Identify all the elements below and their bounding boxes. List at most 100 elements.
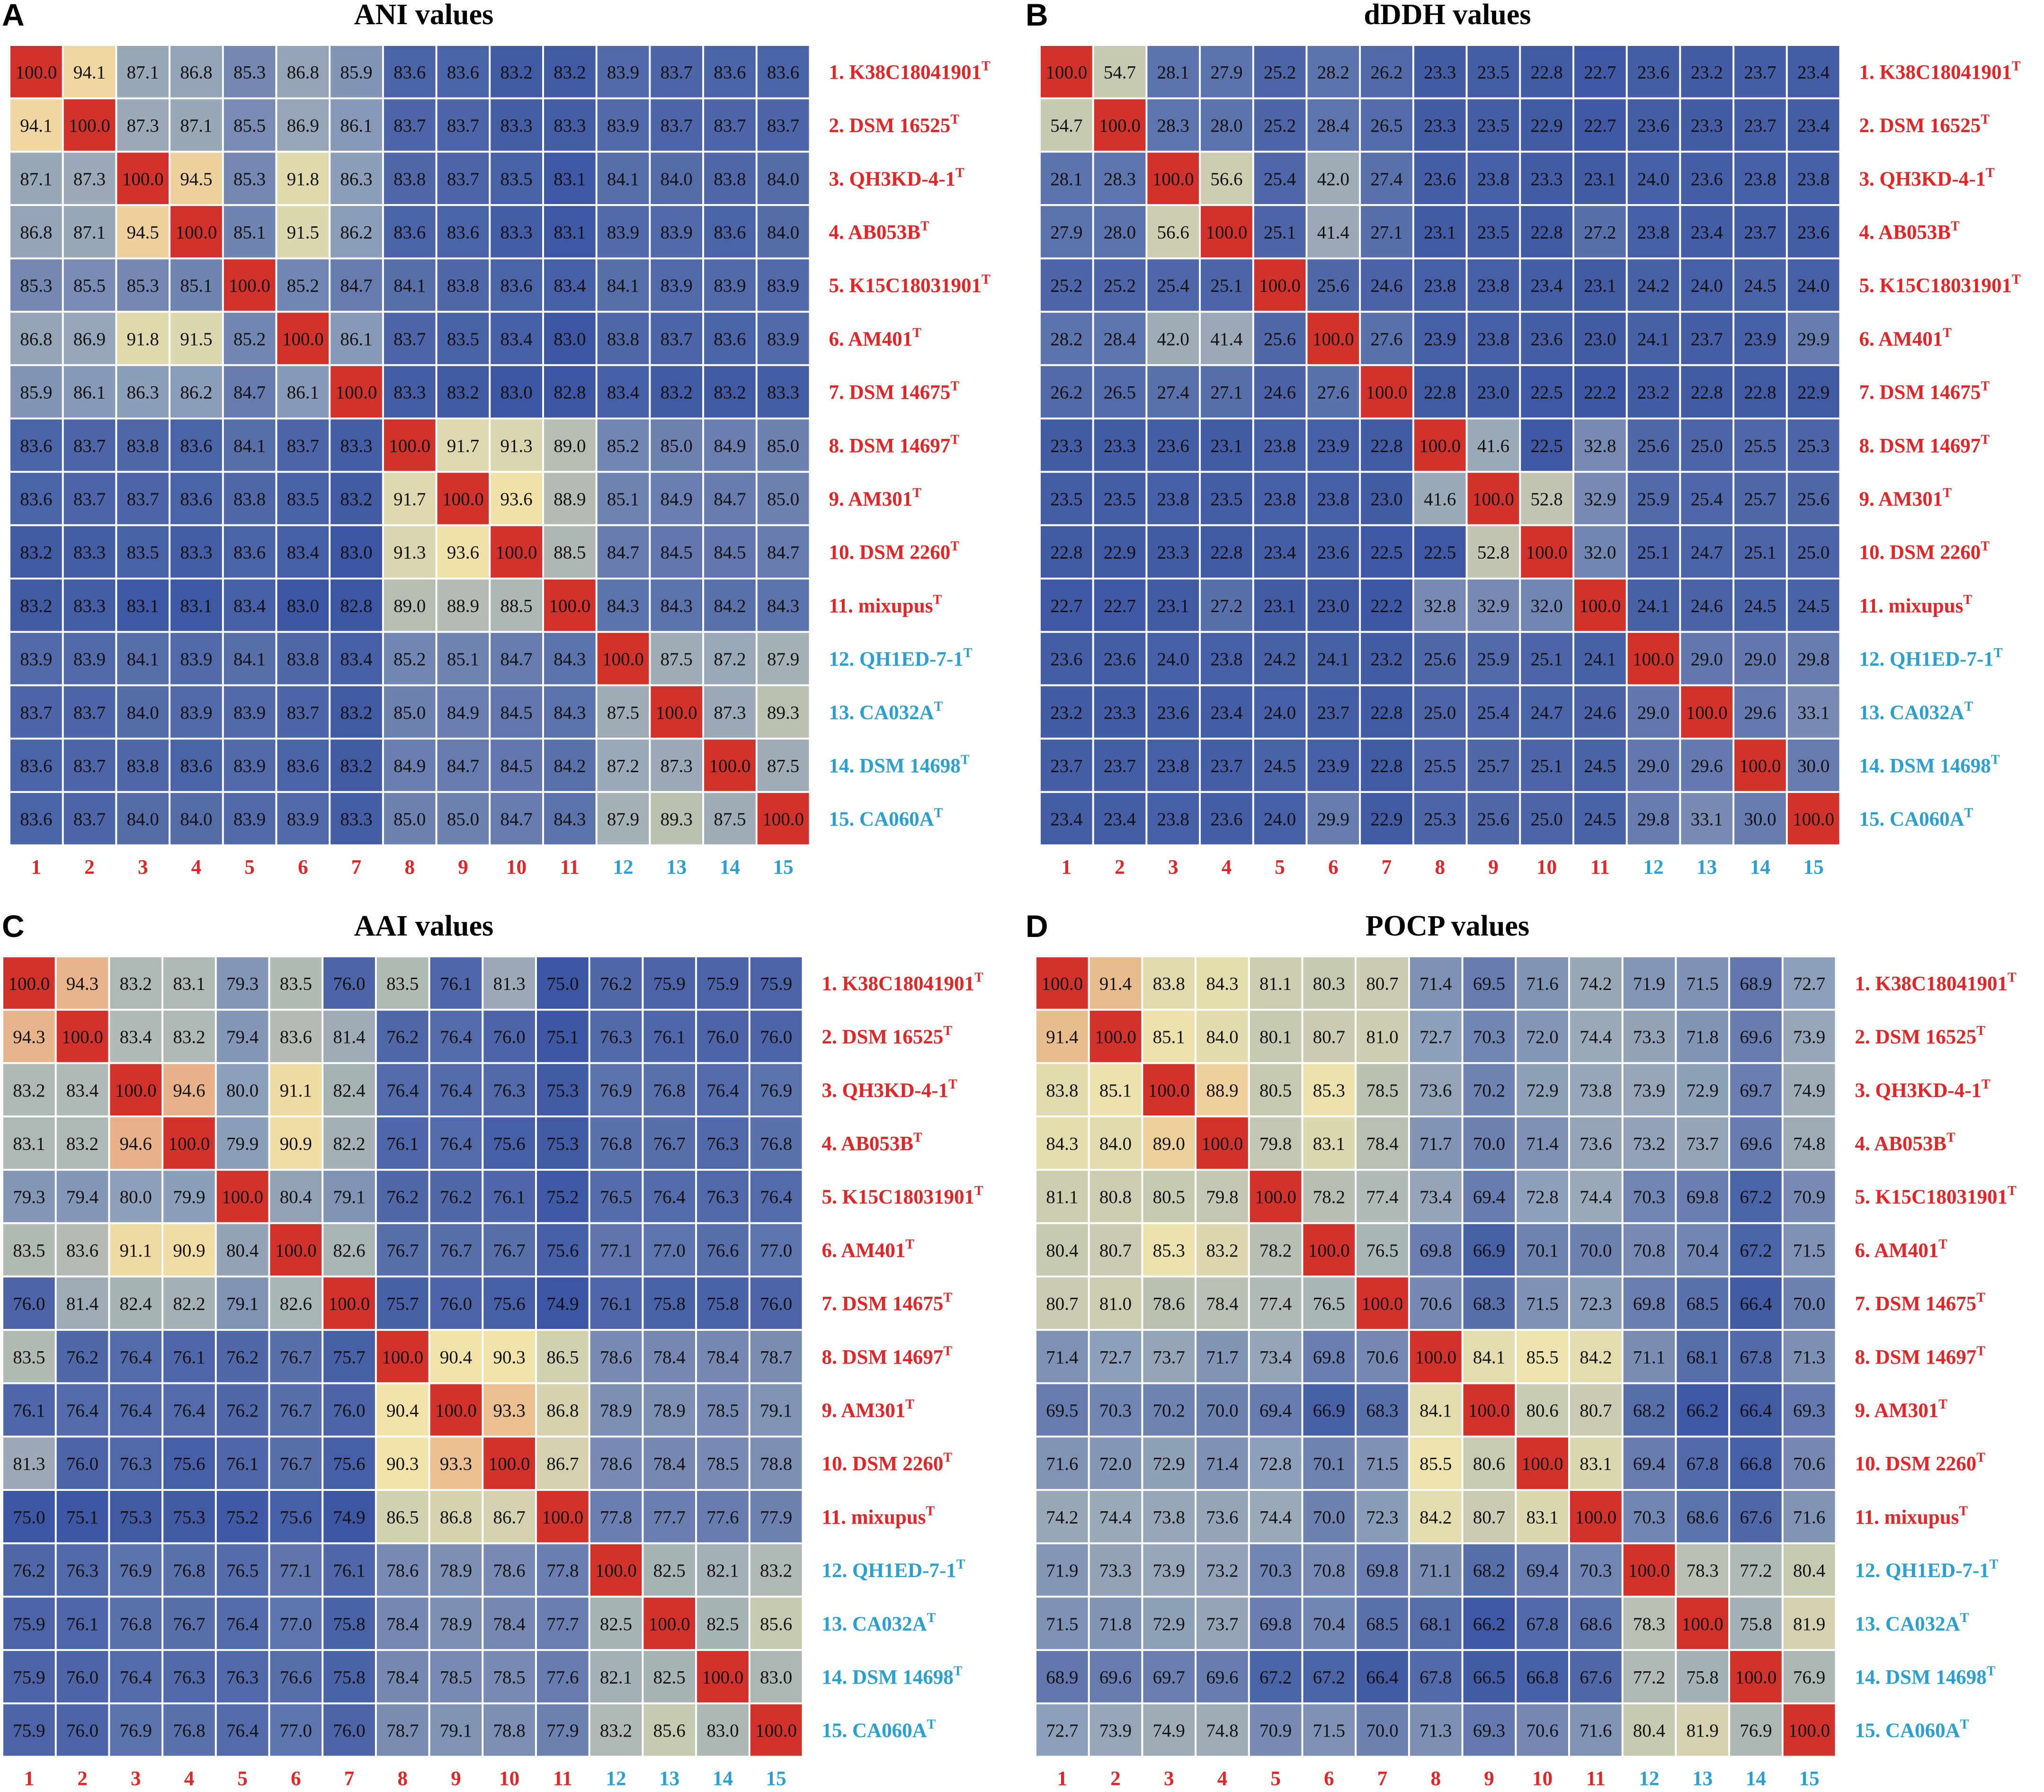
- cell-value-label: 80.7: [1473, 1507, 1505, 1527]
- heatmap-cell: [1463, 1437, 1515, 1489]
- heatmap-cell: [430, 1117, 482, 1169]
- heatmap-cell: [491, 99, 542, 151]
- cell-value-label: 28.3: [1157, 116, 1189, 136]
- cell-value-label: 23.1: [1264, 596, 1296, 616]
- cell-value-label: 76.2: [440, 1187, 472, 1207]
- row-label: 12. QH1ED-7-1T: [1855, 1557, 1999, 1582]
- heatmap-cell: [1627, 206, 1679, 258]
- cell-value-label: 27.1: [1210, 383, 1242, 403]
- cell-value-label: 78.4: [1366, 1133, 1398, 1154]
- heatmap-cell: [323, 1597, 375, 1649]
- row-label: 12. QH1ED-7-1T: [829, 646, 973, 670]
- heatmap-cell: [1463, 1064, 1515, 1116]
- heatmap-cell: [1201, 206, 1252, 258]
- cell-value-label: 100.0: [602, 649, 644, 669]
- cell-value-label: 78.2: [1313, 1187, 1345, 1207]
- cell-value-label: 30.0: [1797, 756, 1830, 776]
- heatmap-cell: [1041, 686, 1092, 738]
- cell-value-label: 75.9: [13, 1614, 45, 1634]
- cell-value-label: 76.5: [226, 1560, 259, 1581]
- cell-value-label: 75.6: [173, 1454, 205, 1474]
- cell-value-label: 23.1: [1424, 222, 1456, 242]
- cell-value-label: 76.7: [440, 1240, 472, 1261]
- heatmap-cell: [750, 957, 802, 1009]
- heatmap-cell: [1254, 152, 1306, 205]
- cell-value-label: 26.2: [1370, 62, 1402, 82]
- cell-value-label: 76.7: [280, 1454, 312, 1474]
- heatmap-cell: [1623, 1437, 1675, 1489]
- cell-value-label: 76.2: [226, 1400, 259, 1421]
- row-label: 3. QH3KD-4-1T: [822, 1077, 958, 1102]
- cell-value-label: 81.0: [1099, 1294, 1132, 1314]
- cell-value-label: 91.1: [280, 1080, 312, 1101]
- cell-value-label: 83.3: [73, 543, 106, 563]
- cell-value-label: 75.9: [706, 973, 739, 994]
- cell-value-label: 86.1: [287, 383, 319, 403]
- cell-value-label: 76.8: [120, 1614, 152, 1634]
- cell-value-label: 22.9: [1797, 383, 1830, 403]
- heatmap-cell: [1357, 1437, 1408, 1489]
- cell-value-label: 83.5: [500, 169, 533, 189]
- heatmap-cell: [757, 99, 809, 151]
- cell-value-label: 75.8: [706, 1294, 739, 1314]
- row-label: 6. AM401T: [829, 326, 922, 350]
- row-label: 13. CA032AT: [1855, 1611, 1969, 1635]
- heatmap-cell: [1041, 46, 1092, 98]
- cell-value-label: 91.7: [393, 489, 426, 509]
- cell-value-label: 85.1: [1153, 1027, 1185, 1047]
- cell-value-label: 84.3: [553, 649, 586, 669]
- heatmap-cell: [1677, 1170, 1729, 1222]
- heatmap-cell: [323, 1330, 375, 1382]
- cell-value-label: 73.9: [1099, 1721, 1132, 1741]
- heatmap-cell: [270, 1117, 322, 1169]
- heatmap-cell: [270, 1384, 322, 1436]
- cell-value-label: 90.9: [280, 1133, 312, 1154]
- heatmap-cell: [1201, 99, 1252, 151]
- heatmap-cell: [270, 1170, 322, 1222]
- cell-value-label: 81.3: [13, 1454, 45, 1474]
- heatmap-cell: [544, 633, 596, 685]
- heatmap-cell: [1307, 259, 1359, 311]
- heatmap-cell: [1787, 206, 1839, 258]
- heatmap-cell: [757, 580, 809, 631]
- heatmap-cell: [277, 259, 329, 311]
- cell-value-label: 24.6: [1584, 703, 1616, 723]
- heatmap-cell: [1254, 526, 1306, 578]
- heatmap-cell: [216, 1117, 268, 1169]
- cell-value-label: 76.3: [120, 1454, 152, 1474]
- cell-value-label: 86.1: [340, 329, 372, 349]
- heatmap-cell: [1517, 1064, 1568, 1116]
- cell-value-label: 76.3: [66, 1560, 98, 1581]
- heatmap-cell: [1570, 1437, 1622, 1489]
- row-label: 1. K38C18041901T: [829, 59, 991, 83]
- cell-value-label: 83.0: [340, 543, 372, 563]
- cell-value-label: 66.9: [1313, 1400, 1345, 1421]
- cell-value-label: 81.1: [1046, 1187, 1078, 1207]
- heatmap-cell: [1250, 1651, 1302, 1703]
- cell-value-label: 76.1: [440, 973, 472, 994]
- heatmap-cell: [1521, 473, 1572, 525]
- heatmap-cell: [330, 206, 382, 258]
- cell-value-label: 73.6: [1419, 1080, 1452, 1101]
- heatmap-cell: [544, 99, 596, 151]
- cell-value-label: 83.6: [714, 222, 746, 242]
- cell-value-label: 26.5: [1370, 116, 1402, 136]
- cell-value-label: 91.1: [120, 1240, 152, 1261]
- column-tick-label: 2: [1115, 856, 1125, 879]
- heatmap-cell: [376, 1170, 428, 1222]
- heatmap-cell: [544, 740, 596, 791]
- cell-value-label: 83.1: [1313, 1133, 1345, 1154]
- cell-value-label: 84.9: [661, 489, 693, 509]
- heatmap-cell: [491, 473, 542, 525]
- cell-value-label: 23.3: [1531, 169, 1563, 189]
- heatmap-cell: [1787, 686, 1839, 738]
- cell-value-label: 22.8: [1531, 62, 1563, 82]
- heatmap-cell: [277, 580, 329, 631]
- panel-dddh: B dDDH values 100.0 54.7 28.1 27.9 25.2 28.2 2…: [1024, 0, 2042, 881]
- heatmap-cell: [430, 1651, 482, 1703]
- cell-value-label: 23.3: [1157, 543, 1189, 563]
- cell-value-label: 86.1: [73, 383, 106, 403]
- cell-value-label: 84.9: [393, 756, 426, 776]
- heatmap-cell: [323, 1170, 375, 1222]
- cell-value-label: 83.3: [73, 596, 106, 616]
